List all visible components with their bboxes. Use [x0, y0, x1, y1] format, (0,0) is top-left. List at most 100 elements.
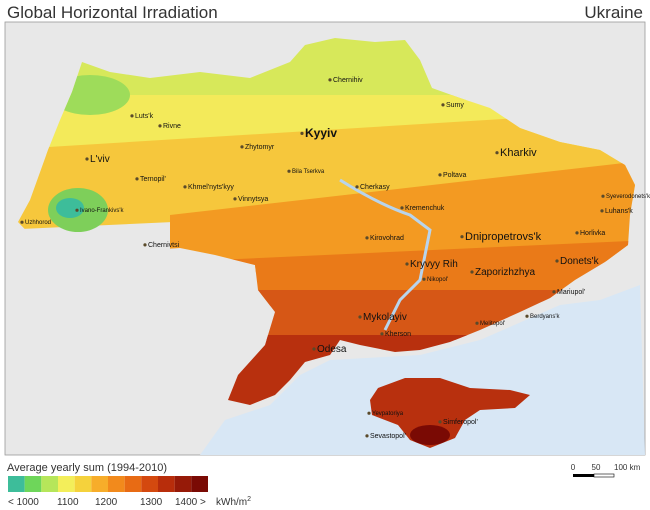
city-label: Odesa: [317, 344, 347, 355]
city-label: Uzhhorod: [25, 220, 51, 226]
legend-swatch: [141, 476, 158, 492]
city-label: Syeverodonets'k: [606, 194, 650, 200]
city-label: Yevpatoriya: [372, 411, 404, 417]
city-marker: [575, 231, 579, 235]
city-marker: [400, 206, 404, 210]
city-label: Cherkasy: [360, 184, 390, 191]
legend-label: < 1000: [8, 497, 39, 508]
city-marker: [495, 151, 499, 155]
city-marker: [438, 173, 442, 177]
city-label: L'viv: [90, 154, 110, 165]
city-label: Kirovohrad: [370, 235, 404, 242]
city-marker: [525, 314, 529, 318]
legend-swatch: [124, 476, 142, 492]
legend-title: Average yearly sum (1994-2010): [7, 462, 167, 474]
city-label: Chernihiv: [333, 77, 363, 84]
city-marker: [600, 209, 604, 213]
legend-swatch: [74, 476, 92, 492]
legend-swatch: [191, 476, 208, 492]
city-label: Mariupol': [557, 289, 585, 296]
city-label: Vinnytsya: [238, 196, 268, 203]
city-label: Melitopol': [480, 321, 505, 327]
city-label: Kyyiv: [305, 126, 337, 140]
city-label: Poltava: [443, 172, 466, 179]
city-marker: [460, 235, 464, 239]
city-label: Horlivka: [580, 230, 605, 237]
scale-label: 0: [571, 463, 576, 472]
city-marker: [312, 347, 316, 351]
legend-label: 1400 >: [175, 497, 206, 508]
legend-swatch: [91, 476, 108, 492]
city-label: Kharkiv: [500, 147, 537, 159]
city-marker: [20, 220, 24, 224]
sea: [200, 285, 645, 455]
city-marker: [555, 259, 559, 263]
city-label: Dnipropetrovs'k: [465, 231, 542, 243]
city-marker: [367, 411, 371, 415]
city-marker: [158, 124, 162, 128]
legend-swatch: [58, 476, 75, 492]
legend-swatch: [158, 476, 175, 492]
city-marker: [441, 103, 445, 107]
city-label: Ivano-Frankivs'k: [80, 208, 124, 214]
city-marker: [365, 434, 369, 438]
city-label: Luhans'k: [605, 208, 633, 215]
city-label: Rivne: [163, 123, 181, 130]
city-label: Sevastopol': [370, 433, 406, 440]
city-marker: [75, 208, 79, 212]
scale-bar-fill: [573, 474, 614, 477]
city-marker: [240, 145, 244, 149]
city-label: Kryvyy Rih: [410, 259, 458, 270]
city-marker: [422, 277, 426, 281]
city-label: Simferopol': [443, 419, 478, 426]
map-title: Global Horizontal Irradiation: [7, 3, 218, 22]
city-marker: [438, 420, 442, 424]
city-label: Berdyans'k: [530, 314, 560, 320]
city-marker: [143, 243, 147, 247]
city-marker: [601, 194, 605, 198]
city-marker: [475, 321, 479, 325]
city-marker: [135, 177, 139, 181]
scale-bar-segment: [593, 473, 615, 478]
city-label: Chernivtsi: [148, 242, 180, 249]
legend-swatch: [174, 476, 192, 492]
city-labels: Kyyiv Kharkiv Dnipropetrovs'k Odesa Donets'k…: [20, 77, 650, 440]
city-label: Bila Tserkva: [292, 169, 325, 175]
country-name: Ukraine: [584, 3, 643, 22]
scale-label: 50: [592, 463, 601, 472]
city-marker: [130, 114, 134, 118]
city-label: Kremenchuk: [405, 205, 445, 212]
city-label: Ternopil': [140, 176, 166, 183]
city-label: Donets'k: [560, 256, 600, 267]
city-label: Zhytomyr: [245, 144, 275, 151]
scale-label: 100 km: [614, 463, 641, 472]
city-marker: [380, 332, 384, 336]
city-marker: [355, 185, 359, 189]
city-label: Nikopol': [427, 277, 448, 283]
city-marker: [287, 169, 291, 173]
legend-swatch: [41, 476, 58, 492]
city-marker: [358, 315, 362, 319]
legend-unit: kWh/m2: [216, 496, 251, 508]
city-marker: [552, 290, 556, 294]
legend-label: 1300: [140, 497, 163, 508]
legend-label: 1200: [95, 497, 118, 508]
legend-swatch: [108, 476, 125, 492]
city-marker: [328, 78, 332, 82]
legend-label: 1100: [57, 497, 79, 508]
city-marker: [405, 262, 409, 266]
city-label: Zaporizhzhya: [475, 267, 535, 278]
legend-swatch: [24, 476, 42, 492]
city-label: Sumy: [446, 102, 464, 109]
city-marker: [300, 131, 304, 135]
city-marker: [233, 197, 237, 201]
dnipro-river: [339, 178, 432, 331]
city-marker: [85, 157, 89, 161]
legend-swatch: [8, 476, 25, 492]
city-marker: [365, 236, 369, 240]
legend-unit-power: 2: [247, 496, 251, 503]
city-label: Khmel'nyts'kyy: [188, 184, 234, 191]
scale-bar: 0 50 100 km: [571, 463, 641, 478]
city-label: Luts'k: [135, 113, 154, 120]
